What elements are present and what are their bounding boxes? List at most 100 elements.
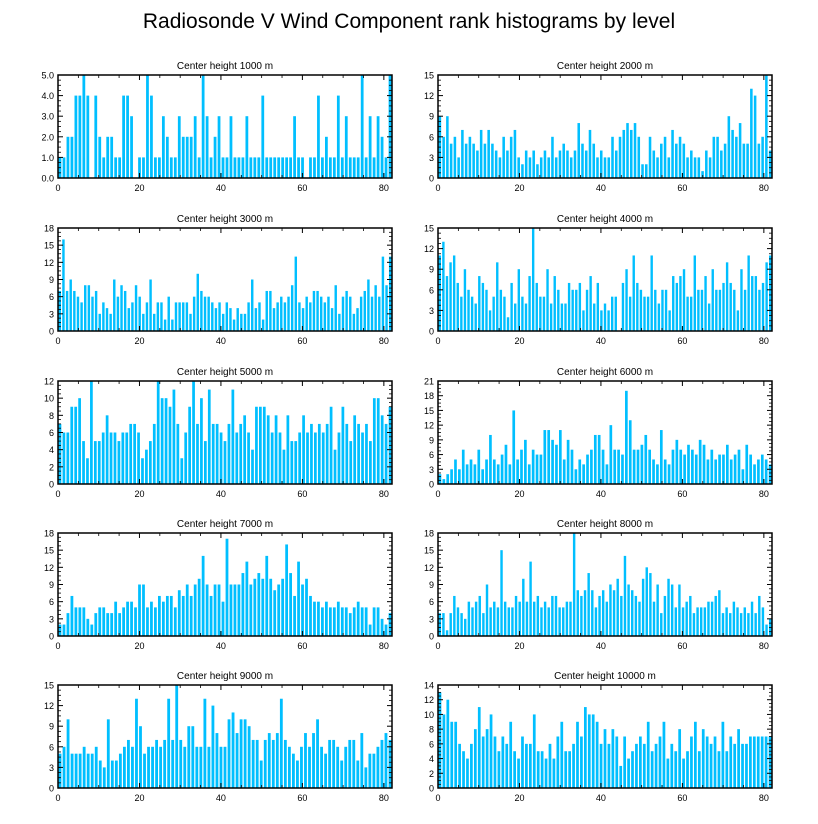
histogram-bar (323, 302, 327, 331)
histogram-bar (568, 751, 571, 788)
histogram-bar (631, 590, 634, 636)
histogram-bar (657, 303, 661, 331)
histogram-bar (135, 698, 138, 788)
histogram-bar (764, 736, 768, 788)
histogram-bar (489, 434, 492, 484)
histogram-bar (281, 578, 285, 636)
histogram-bar (129, 423, 133, 484)
histogram-bar (521, 296, 524, 331)
histogram-bar (247, 432, 250, 484)
x-tick-label: 0 (435, 793, 440, 803)
histogram-bar (360, 75, 364, 178)
histogram-bar (279, 698, 283, 788)
histogram-bar (169, 595, 173, 636)
histogram-bar (582, 464, 585, 484)
histogram-bar (623, 555, 627, 636)
histogram-bar (566, 439, 570, 484)
histogram-bar (263, 739, 267, 788)
histogram-bar (474, 303, 477, 331)
histogram-bar (733, 454, 737, 484)
histogram-bar (58, 290, 62, 331)
histogram-bar (134, 607, 137, 636)
histogram-bar (500, 550, 503, 636)
histogram-bar (645, 164, 648, 178)
histogram-bar (225, 538, 229, 636)
histogram-bar (229, 116, 233, 178)
histogram-bar (207, 746, 211, 788)
y-tick-label: 0 (49, 480, 54, 490)
histogram-bar (78, 95, 82, 178)
histogram-bar (235, 733, 239, 788)
y-tick-label: 18 (44, 224, 54, 234)
histogram-bar (626, 123, 629, 178)
histogram-bar (211, 705, 215, 788)
histogram-bar (699, 607, 703, 636)
histogram-bar (697, 751, 701, 788)
histogram-bar (163, 319, 167, 331)
histogram-bar (82, 75, 86, 178)
histogram-bar (587, 573, 590, 636)
histogram-bar (765, 624, 768, 636)
histogram-bar (572, 533, 576, 636)
histogram-bar (449, 262, 452, 331)
y-tick-label: 4.0 (41, 91, 54, 101)
histogram-bar (353, 415, 357, 484)
histogram-bar (685, 601, 688, 636)
histogram-bar (473, 464, 477, 484)
histogram-bar (667, 464, 671, 484)
histogram-bar (682, 758, 685, 788)
histogram-bar (717, 751, 721, 788)
histogram-bar (481, 736, 485, 788)
histogram-bar (265, 157, 269, 178)
histogram-bar (286, 415, 290, 484)
histogram-bar (501, 736, 505, 788)
histogram-bar (736, 310, 740, 331)
y-tick-label: 21 (424, 377, 434, 387)
histogram-bar (661, 289, 664, 331)
panel-title: Center height 7000 m (177, 519, 273, 530)
histogram-bar (283, 302, 287, 331)
histogram-bar (215, 423, 219, 484)
histogram-bar (478, 595, 481, 636)
histogram-bar (360, 607, 364, 636)
histogram-bar (231, 389, 235, 484)
histogram-bar (219, 432, 223, 484)
histogram-bar (66, 136, 70, 178)
histogram-bar (163, 739, 167, 788)
x-tick-label: 0 (435, 489, 440, 499)
histogram-bar (254, 308, 258, 331)
histogram-bar (525, 601, 529, 636)
histogram-bar (324, 753, 328, 788)
histogram-bar (102, 302, 105, 331)
histogram-bar (327, 296, 330, 331)
histogram-bar (678, 584, 681, 636)
histogram-bar (300, 746, 303, 788)
histogram-bar (461, 129, 464, 178)
histogram-bar (570, 449, 574, 484)
histogram-bar (607, 157, 611, 178)
histogram-bar (615, 736, 619, 788)
y-tick-label: 5.0 (41, 71, 54, 81)
histogram-bar (714, 595, 717, 636)
histogram-bar (78, 607, 82, 636)
histogram-bar (121, 432, 125, 484)
histogram-bar (521, 164, 524, 178)
y-tick-label: 2 (49, 462, 54, 472)
histogram-bar (675, 282, 679, 331)
histogram-bar (701, 171, 704, 178)
histogram-bar (160, 302, 163, 331)
histogram-bar (654, 743, 658, 788)
histogram-bar (681, 607, 685, 636)
histogram-bar (239, 719, 243, 788)
histogram-bar (614, 150, 618, 178)
histogram-bar (689, 595, 692, 636)
histogram-bar (217, 116, 221, 178)
histogram-bar (312, 733, 315, 788)
histogram-bar (325, 136, 328, 178)
x-tick-label: 0 (55, 336, 60, 346)
histogram-bar (749, 454, 752, 484)
histogram-bar (611, 729, 615, 788)
y-tick-label: 14 (424, 681, 434, 691)
histogram-bar (372, 607, 376, 636)
histogram-bar (460, 613, 463, 636)
